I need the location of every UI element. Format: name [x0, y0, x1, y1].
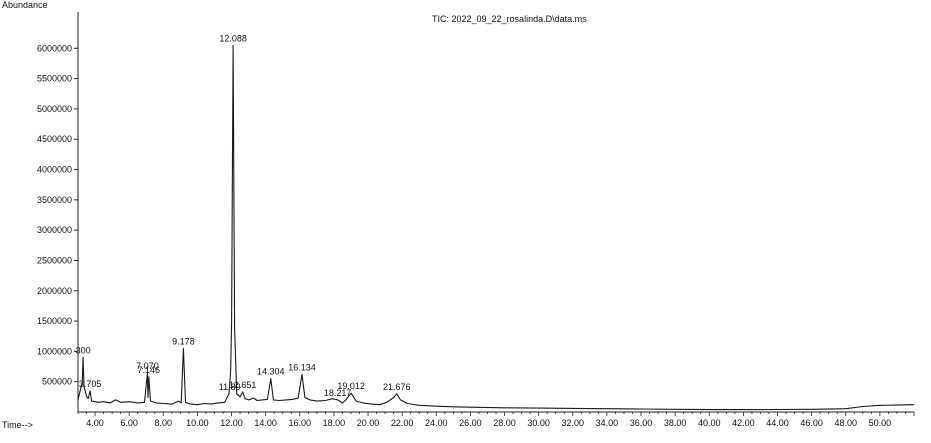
- peak-label: 19.012: [337, 381, 365, 391]
- x-tick-label: 18.00: [323, 418, 346, 428]
- x-tick-label: 4.00: [86, 418, 104, 428]
- x-tick-label: 44.00: [766, 418, 789, 428]
- peak-label: 300: [76, 345, 91, 355]
- x-tick-label: 34.00: [596, 418, 619, 428]
- x-tick-label: 40.00: [698, 418, 721, 428]
- x-tick-label: 28.00: [493, 418, 516, 428]
- y-tick-label: 1000000: [37, 346, 72, 356]
- y-tick-label: 3500000: [37, 195, 72, 205]
- x-tick-label: 42.00: [732, 418, 755, 428]
- x-tick-label: 30.00: [527, 418, 550, 428]
- y-tick-label: 3000000: [37, 225, 72, 235]
- y-tick-label: 6000000: [37, 43, 72, 53]
- y-axis-label: Abundance: [2, 0, 48, 10]
- peak-label: 11.89: [219, 382, 241, 392]
- x-tick-label: 36.00: [630, 418, 653, 428]
- y-tick-label: 5500000: [37, 74, 72, 84]
- chart-title: TIC: 2022_09_22_rosalinda.D\data.ms: [432, 14, 587, 24]
- peak-label: 12.651: [229, 380, 257, 390]
- peak-label: 9.178: [172, 336, 195, 346]
- x-ticks: 4.00 6.00 8.00 10.00 12.00 14.00 16.00 18.00 20.…: [77, 412, 915, 428]
- peak-label: 16.134: [288, 362, 316, 372]
- chart-axes: [77, 12, 914, 413]
- x-tick-label: 8.00: [155, 418, 173, 428]
- x-tick-label: 24.00: [425, 418, 448, 428]
- y-tick-label: 4500000: [37, 134, 72, 144]
- x-tick-label: 12.00: [220, 418, 243, 428]
- tic-trace: [77, 44, 915, 411]
- peak-label: 7.070: [136, 361, 159, 371]
- y-ticks: 500000 1000000 1500000 2000000 2500000 300000…: [37, 43, 78, 387]
- x-tick-label: 48.00: [834, 418, 857, 428]
- x-tick-label: 50.00: [869, 418, 892, 428]
- x-tick-label: 16.00: [289, 418, 312, 428]
- y-tick-label: 1500000: [37, 316, 72, 326]
- x-tick-label: 10.00: [186, 418, 209, 428]
- peak-label: 14.304: [257, 367, 285, 377]
- x-tick-label: 32.00: [562, 418, 585, 428]
- y-tick-label: 2000000: [37, 286, 72, 296]
- peak-label: 3.705: [79, 379, 102, 389]
- x-tick-label: 26.00: [459, 418, 482, 428]
- x-tick-label: 38.00: [664, 418, 687, 428]
- y-tick-label: 5000000: [37, 104, 72, 114]
- y-tick-label: 500000: [42, 377, 72, 387]
- x-tick-label: 14.00: [254, 418, 277, 428]
- y-tick-label: 2500000: [37, 255, 72, 265]
- peak-label: 12.088: [219, 33, 247, 43]
- peak-label: 21.676: [383, 382, 411, 392]
- chart-series: [77, 44, 915, 411]
- y-tick-label: 4000000: [37, 165, 72, 175]
- peak-label: 18.217: [324, 388, 352, 398]
- peak-label: 7.146: [138, 365, 161, 375]
- x-axis-label: Time-->: [2, 420, 33, 430]
- x-tick-label: 22.00: [391, 418, 414, 428]
- x-tick-label: 46.00: [800, 418, 823, 428]
- x-tick-label: 20.00: [357, 418, 380, 428]
- x-tick-label: 6.00: [120, 418, 138, 428]
